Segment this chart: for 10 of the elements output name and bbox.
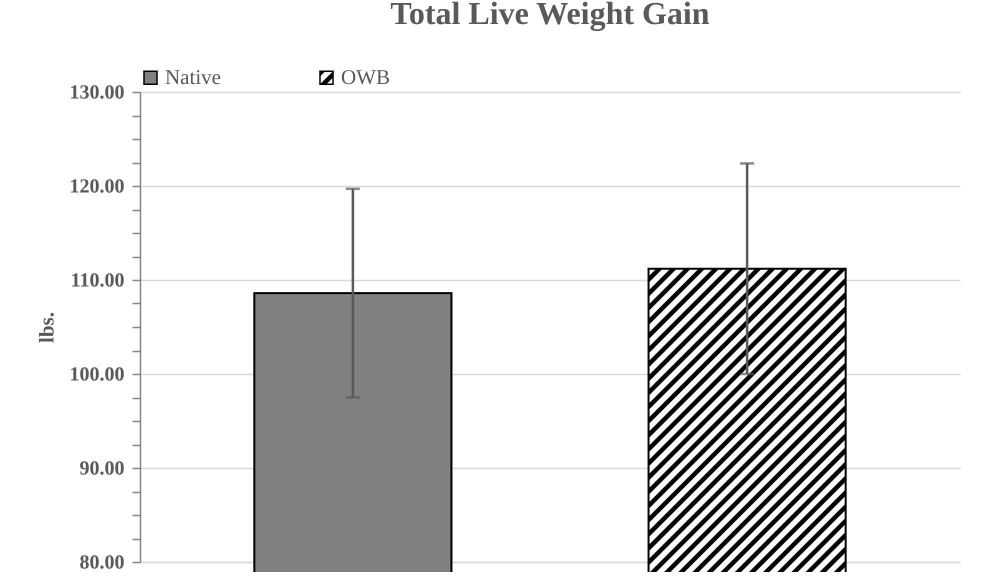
y-tick-label: 130.00 — [70, 82, 124, 104]
y-tick-label: 100.00 — [70, 364, 124, 386]
legend-label: OWB — [341, 64, 390, 89]
y-axis-title: lbs. — [34, 312, 58, 343]
legend-label: Native — [165, 64, 221, 89]
y-tick-label: 90.00 — [80, 458, 124, 480]
y-tick-label: 80.00 — [80, 552, 124, 574]
y-tick-label: 120.00 — [70, 176, 124, 198]
y-tick-label: 110.00 — [70, 270, 124, 292]
chart-title: Total Live Weight Gain — [390, 0, 710, 32]
